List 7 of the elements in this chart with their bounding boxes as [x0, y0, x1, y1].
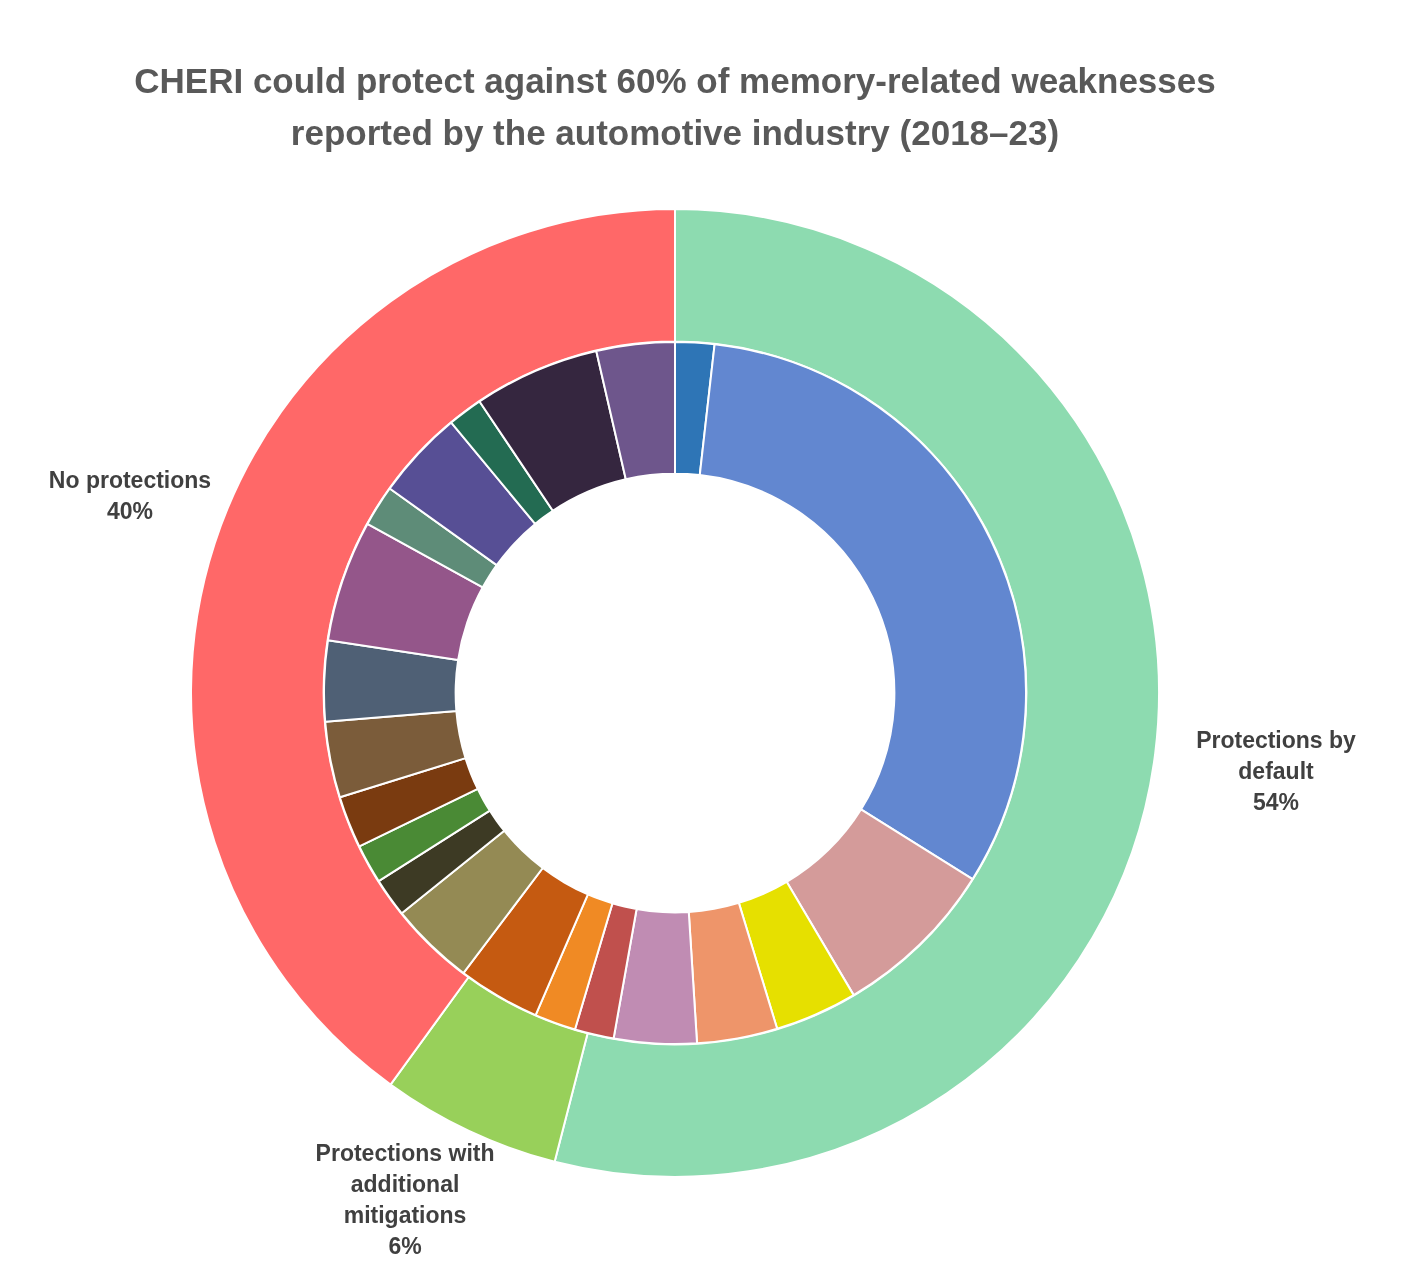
slice-label: Protections with additional mitigations	[315, 1139, 495, 1228]
slice-label: No protections	[48, 466, 212, 493]
slice-label: Protections by default	[1196, 726, 1357, 784]
data-label: 40%	[106, 497, 154, 524]
data-label: 54%	[1252, 788, 1300, 815]
chart-title: CHERI could protect against 60% of memory-related weaknesses reported by the automotive industry (2018–23)	[133, 60, 1217, 154]
data-label: 6%	[388, 1232, 422, 1259]
